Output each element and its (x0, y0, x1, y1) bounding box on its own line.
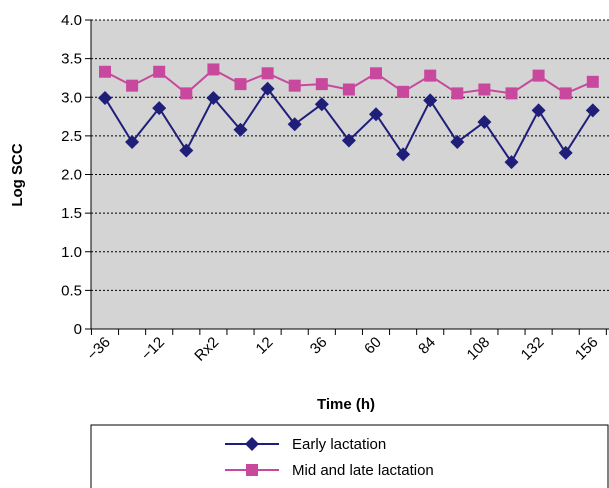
data-point-early-lactation (98, 91, 112, 106)
data-point-early-lactation (233, 122, 248, 137)
data-point-early-lactation (396, 147, 411, 162)
data-point-mid-late-lactation (288, 79, 301, 92)
data-point-early-lactation (450, 135, 465, 150)
data-point-early-lactation (260, 81, 275, 96)
data-point-mid-late-lactation (342, 83, 355, 96)
data-point-mid-late-lactation (451, 87, 464, 100)
data-point-early-lactation (477, 114, 492, 129)
legend: Early lactation Mid and late lactation (90, 424, 609, 488)
data-point-mid-late-lactation (153, 65, 166, 78)
x-tick-label: 132 (518, 334, 548, 364)
data-point-early-lactation (504, 155, 519, 170)
data-point-early-lactation (369, 107, 383, 122)
data-point-early-lactation (125, 135, 140, 150)
x-axis-title: Time (h) (317, 396, 375, 413)
series-early-lactation (98, 81, 600, 170)
data-point-mid-late-lactation (532, 69, 545, 82)
x-tick-label: 156 (572, 334, 602, 364)
legend-entry-mid-late: Mid and late lactation (225, 462, 434, 479)
x-tick-label: 12 (253, 334, 277, 358)
y-tick-label: 4.0 (61, 12, 82, 29)
x-tick-label: 84 (415, 334, 439, 358)
y-tick-label: 2.0 (61, 167, 82, 184)
data-point-early-lactation (423, 93, 438, 108)
y-tick-label: 3.0 (61, 89, 82, 106)
data-point-early-lactation (206, 91, 221, 106)
legend-marker-mid-late (246, 464, 258, 476)
data-point-early-lactation (341, 133, 356, 148)
y-tick-label: 1.5 (61, 205, 82, 222)
data-point-mid-late-lactation (99, 65, 111, 78)
data-point-mid-late-lactation (126, 79, 139, 92)
data-point-mid-late-lactation (424, 69, 437, 82)
legend-label-mid-late: Mid and late lactation (292, 462, 434, 479)
data-point-mid-late-lactation (478, 83, 491, 96)
data-point-early-lactation (179, 143, 194, 158)
data-point-mid-late-lactation (261, 67, 274, 80)
data-point-mid-late-lactation (586, 75, 599, 88)
x-tick-label: 36 (307, 334, 331, 358)
data-point-early-lactation (558, 145, 573, 160)
legend-marker-early (245, 437, 259, 451)
data-point-early-lactation (152, 101, 167, 116)
legend-label-early: Early lactation (292, 436, 386, 453)
data-point-mid-late-lactation (234, 78, 247, 91)
data-point-early-lactation (585, 103, 600, 118)
x-tick-label: −12 (138, 334, 168, 364)
x-tick-label: Rx2 (191, 334, 222, 365)
data-point-mid-late-lactation (559, 87, 572, 100)
data-point-mid-late-lactation (207, 63, 220, 76)
legend-box (90, 424, 609, 488)
series-mid-late-lactation (99, 63, 599, 100)
y-tick-label: 0 (74, 321, 82, 338)
data-point-early-lactation (314, 97, 329, 112)
data-point-mid-late-lactation (505, 87, 518, 100)
y-axis-title: Log SCC (9, 143, 26, 206)
data-point-early-lactation (287, 117, 302, 132)
data-point-mid-late-lactation (370, 67, 382, 80)
y-tick-label: 2.5 (61, 128, 82, 145)
data-point-mid-late-lactation (180, 87, 193, 100)
y-axis-ticks: 0 0.5 1.0 1.5 2.0 2.5 3.0 3.5 4.0 (61, 12, 91, 338)
x-tick-label: 108 (464, 334, 494, 364)
x-axis-ticks: −36 −12 Rx2 12 36 60 84 108 132 156 (84, 329, 607, 365)
y-tick-label: 0.5 (61, 282, 82, 299)
x-tick-label: 60 (361, 334, 385, 358)
y-tick-label: 3.5 (61, 51, 82, 68)
legend-entry-early: Early lactation (225, 436, 386, 453)
data-point-mid-late-lactation (315, 78, 328, 91)
data-point-early-lactation (531, 103, 546, 118)
series-layer (98, 63, 600, 170)
x-tick-label: −36 (84, 334, 114, 364)
plot-area (91, 20, 609, 329)
y-tick-label: 1.0 (61, 244, 82, 261)
data-point-mid-late-lactation (397, 85, 410, 98)
